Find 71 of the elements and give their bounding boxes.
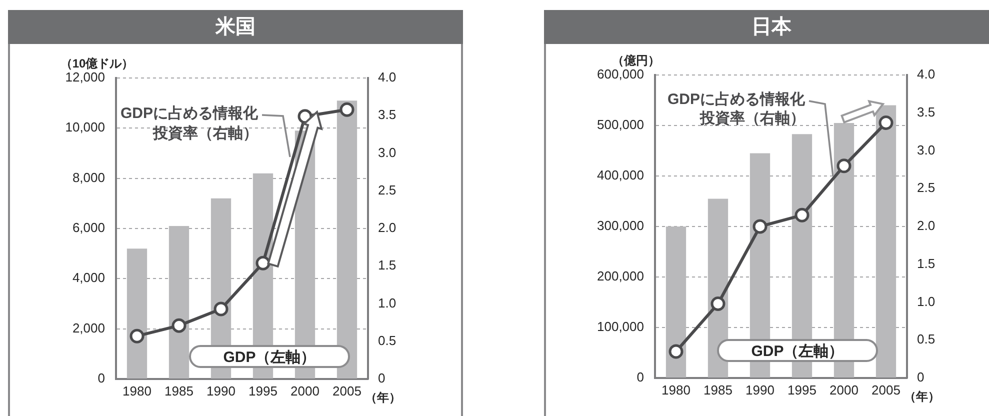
point	[172, 318, 186, 333]
y2-tick-label: 3.0	[378, 144, 396, 160]
bar	[876, 105, 896, 378]
x-tick-label: 1985	[704, 382, 732, 398]
point	[878, 115, 894, 130]
y2-tick-label: 1.0	[917, 294, 936, 309]
y2-tick-label: 2.5	[917, 180, 936, 196]
y2-tick-label: 3.5	[917, 104, 936, 120]
point	[130, 328, 144, 344]
point	[752, 219, 768, 234]
x-tick-label: 1985	[164, 383, 194, 398]
y-tick-label: 6,000	[72, 220, 105, 236]
point	[710, 296, 726, 312]
y2-tick-label: 0	[378, 370, 386, 386]
bar	[792, 134, 812, 378]
x-tick-label: 1995	[248, 383, 278, 398]
chart-title: 日本	[752, 15, 792, 39]
bar	[168, 226, 190, 378]
x-axis-title: （年）	[904, 389, 940, 404]
y2-tick-label: 2.5	[378, 182, 396, 198]
x-tick-label: 1990	[746, 382, 774, 398]
y-tick-label: 4,000	[72, 270, 105, 286]
y-tick-label: 0	[98, 370, 105, 386]
x-tick-label: 2005	[872, 382, 900, 398]
x-tick-label: 2000	[830, 382, 858, 398]
x-tick-label: 2005	[332, 383, 362, 398]
series-label: GDP（左軸）	[751, 342, 844, 360]
x-axis-title: （年）	[365, 390, 401, 404]
point	[794, 208, 810, 222]
bar	[666, 226, 686, 378]
chart-title: 米国	[216, 15, 256, 39]
text: GDPに占める情報化投資率（右軸）	[120, 105, 259, 142]
y2-tick-label: 1.5	[917, 256, 936, 271]
x-tick-label: 2000	[290, 383, 320, 398]
x-tick-label: 1995	[788, 382, 816, 398]
y-tick-label: 300,000	[597, 218, 644, 234]
y2-tick-label: 4.0	[378, 70, 396, 85]
text: GDPに占める情報化投資率（右軸）	[667, 91, 806, 128]
y2-tick-label: 1.0	[378, 295, 396, 310]
y2-tick-label: 4.0	[917, 66, 936, 82]
point	[668, 344, 684, 359]
y-tick-label: 100,000	[597, 319, 644, 334]
y-axis-title: （億円）	[612, 53, 660, 68]
point	[340, 102, 354, 117]
y-tick-label: 400,000	[597, 168, 644, 183]
y2-tick-label: 3.5	[378, 107, 396, 122]
y-tick-label: 12,000	[65, 70, 105, 85]
y2-tick-label: 0.5	[917, 332, 936, 347]
y2-tick-label: 0.5	[378, 332, 396, 348]
y2-tick-label: 0	[917, 370, 924, 385]
x-tick-label: 1980	[662, 382, 690, 398]
y2-tick-label: 3.0	[917, 142, 936, 158]
bar	[126, 248, 148, 378]
bar	[336, 100, 358, 378]
y2-tick-label: 1.5	[378, 258, 396, 273]
y-tick-label: 200,000	[597, 268, 644, 284]
x-tick-label: 1990	[206, 383, 236, 398]
y-tick-label: 600,000	[597, 66, 644, 82]
x-tick-label: 1980	[122, 383, 152, 398]
y-tick-label: 0	[636, 370, 644, 385]
y2-tick-label: 2.0	[378, 220, 396, 236]
y2-tick-label: 2.0	[917, 218, 936, 234]
series-label: GDP（左軸）	[223, 348, 316, 366]
y-tick-label: 500,000	[597, 117, 644, 132]
y-axis-title: （10億ドル）	[60, 56, 134, 70]
y-tick-label: 2,000	[72, 320, 105, 336]
y-tick-label: 8,000	[72, 170, 105, 185]
point	[214, 302, 228, 316]
point	[836, 158, 852, 174]
y-tick-label: 10,000	[65, 120, 105, 135]
point	[256, 256, 270, 270]
